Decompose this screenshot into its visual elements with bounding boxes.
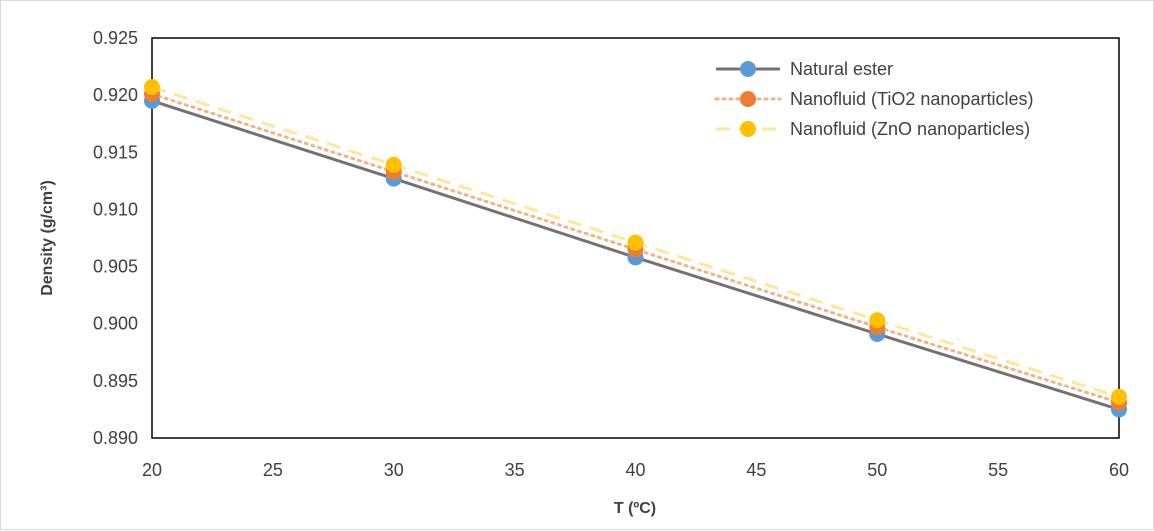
y-tick-label: 0.925 xyxy=(93,28,138,48)
legend-label: Natural ester xyxy=(790,59,893,79)
x-tick-label: 20 xyxy=(142,460,162,480)
y-tick-label: 0.890 xyxy=(93,428,138,448)
legend-marker-swatch xyxy=(740,121,756,137)
x-tick-label: 40 xyxy=(625,460,645,480)
y-tick-label: 0.895 xyxy=(93,371,138,391)
y-tick-label: 0.900 xyxy=(93,314,138,334)
legend-label: Nanofluid (TiO2 nanoparticles) xyxy=(790,89,1033,109)
legend-marker-swatch xyxy=(740,61,756,77)
x-tick-label: 50 xyxy=(867,460,887,480)
y-tick-label: 0.915 xyxy=(93,142,138,162)
legend-item: Natural ester xyxy=(716,59,893,79)
x-tick-labels: 20 25 30 35 40 45 50 55 60 xyxy=(142,460,1129,480)
y-tick-label: 0.920 xyxy=(93,85,138,105)
data-point xyxy=(385,156,402,173)
data-point xyxy=(627,234,644,251)
data-point xyxy=(144,79,160,96)
legend-item: Nanofluid (TiO2 nanoparticles) xyxy=(714,89,1033,109)
data-point xyxy=(869,312,886,329)
y-tick-label: 0.910 xyxy=(93,199,138,219)
legend-label: Nanofluid (ZnO nanoparticles) xyxy=(790,119,1030,139)
x-tick-label: 30 xyxy=(384,460,404,480)
legend: Natural ester Nanofluid (TiO2 nanoparticl… xyxy=(714,59,1033,139)
data-point xyxy=(1111,388,1127,405)
series-line xyxy=(150,92,1121,405)
x-axis-title: T (ºC) xyxy=(614,500,656,517)
y-tick-label: 0.905 xyxy=(93,257,138,277)
x-tick-label: 55 xyxy=(988,460,1008,480)
x-tick-label: 25 xyxy=(263,460,283,480)
legend-item: Nanofluid (ZnO nanoparticles) xyxy=(716,119,1030,139)
x-tick-label: 60 xyxy=(1109,460,1129,480)
y-tick-labels: 0.890 0.895 0.900 0.905 0.910 0.915 0.920 0.925 xyxy=(93,28,138,448)
legend-marker-swatch xyxy=(740,91,756,107)
x-tick-label: 35 xyxy=(505,460,525,480)
y-axis-title: Density (g/cm³) xyxy=(39,180,56,296)
x-tick-label: 45 xyxy=(746,460,766,480)
series-markers xyxy=(144,79,1127,418)
